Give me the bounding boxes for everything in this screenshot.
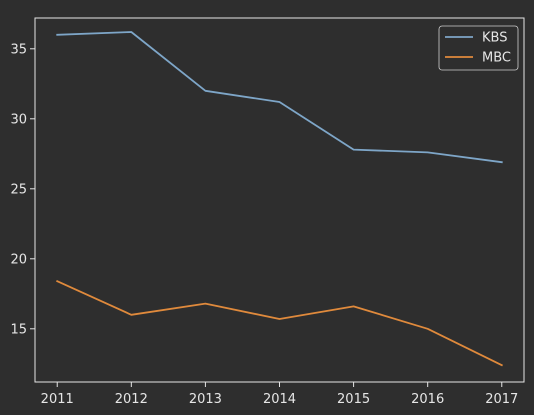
x-tick-label: 2011 (41, 392, 74, 407)
y-tick-label: 20 (10, 252, 27, 267)
legend: KBS MBC (438, 25, 519, 71)
series-lines (56, 31, 503, 367)
series-line-kbs (56, 31, 503, 164)
x-tick-label: 2013 (189, 392, 222, 407)
x-tick-label: 2015 (337, 392, 370, 407)
axis-ticks: 2011 2012 2013 2014 2015 2016 2017 15 20 25 30 35 (10, 42, 518, 407)
series-line-mbc (56, 280, 503, 367)
plot-area (34, 17, 525, 383)
y-tick-label: 30 (10, 112, 27, 127)
y-tick-label: 25 (10, 182, 27, 197)
x-tick-label: 2016 (411, 392, 444, 407)
x-tick-label: 2017 (485, 392, 518, 407)
x-tick-label: 2014 (263, 392, 296, 407)
legend-label-kbs: KBS (482, 31, 507, 46)
y-tick-label: 35 (10, 42, 27, 57)
x-tick-label: 2012 (115, 392, 148, 407)
legend-label-mbc: MBC (482, 51, 511, 66)
y-tick-label: 15 (10, 322, 27, 337)
